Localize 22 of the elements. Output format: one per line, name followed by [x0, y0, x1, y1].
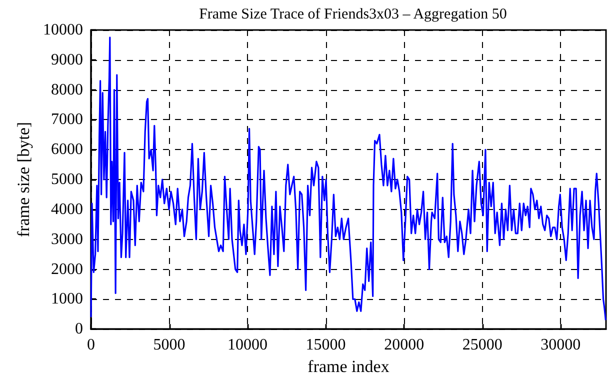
x-tick-label: 15000 [306, 336, 346, 354]
y-tick-label: 4000 [51, 200, 83, 218]
y-tick-label: 2000 [51, 260, 83, 278]
x-tick-label: 30000 [540, 336, 581, 354]
y-tick-label: 3000 [51, 230, 83, 248]
x-tick-label: 5000 [153, 336, 186, 354]
y-tick-label: 10000 [43, 22, 83, 38]
y-tick-label: 7000 [51, 111, 83, 128]
y-tick-label: 1000 [51, 290, 83, 308]
y-tick-label: 9000 [51, 51, 83, 68]
y-tick-label: 8000 [51, 81, 83, 98]
y-tick-label: 6000 [51, 141, 83, 158]
line-series [90, 36, 606, 321]
x-tick-label: 10000 [228, 336, 268, 354]
y-axis-title: frame size [byte] [14, 122, 34, 238]
chart-title: Frame Size Trace of Friends3x03 – Aggregation 50 [199, 6, 507, 22]
y-tick-label: 0 [75, 320, 83, 338]
x-axis-title: frame index [308, 357, 390, 376]
x-tick-label: 20000 [384, 336, 424, 354]
x-tick-label: 0 [87, 336, 95, 354]
y-tick-label: 5000 [51, 171, 83, 188]
x-tick-label: 25000 [462, 336, 502, 354]
